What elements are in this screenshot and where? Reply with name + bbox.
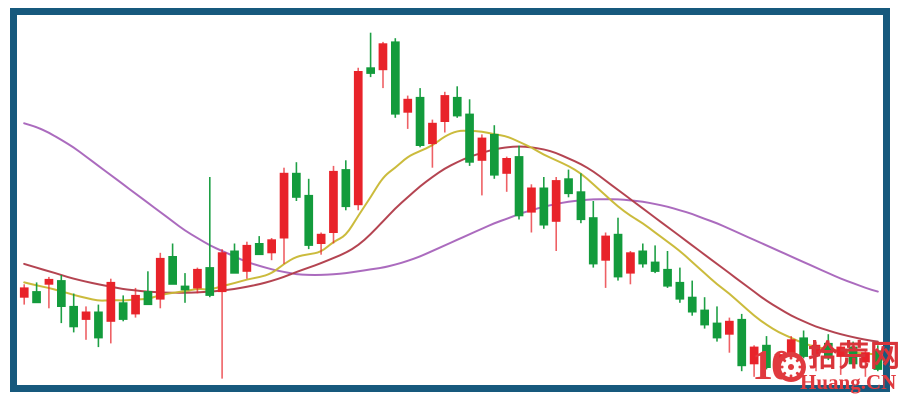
candle [193, 267, 202, 294]
candle [588, 201, 598, 268]
candle [415, 88, 425, 148]
candle [490, 125, 499, 179]
candle [737, 313, 747, 372]
candle [304, 178, 314, 250]
candle [774, 352, 784, 379]
candle [391, 38, 400, 118]
candle [180, 273, 190, 303]
candle [675, 267, 685, 303]
candle [94, 304, 103, 348]
candle [353, 67, 363, 211]
candle [762, 336, 771, 370]
candle [118, 295, 128, 322]
candle [205, 177, 215, 298]
candle [452, 86, 462, 118]
candle [539, 177, 549, 229]
candle [32, 282, 41, 304]
candle [44, 276, 54, 309]
candle [799, 330, 808, 359]
candle [230, 243, 239, 274]
candle [749, 345, 759, 377]
candle [366, 32, 375, 78]
candle [601, 232, 610, 288]
chart-border-frame [10, 8, 890, 392]
candle [57, 275, 66, 324]
candle [155, 252, 165, 309]
candle [279, 167, 289, 264]
candle [131, 287, 140, 318]
candle [477, 134, 487, 196]
candle [663, 251, 672, 288]
candle [168, 243, 178, 285]
candle [811, 341, 821, 372]
candle [836, 343, 846, 375]
candle [316, 232, 326, 255]
candle [861, 350, 870, 377]
candle [700, 297, 709, 329]
candle [873, 345, 883, 372]
candle [81, 306, 91, 340]
candle [786, 336, 796, 364]
candle-series [19, 32, 883, 379]
candle [638, 243, 648, 268]
candle [687, 280, 697, 316]
candle [341, 160, 351, 211]
candle [254, 236, 264, 256]
candle [626, 251, 635, 285]
candle [564, 169, 573, 198]
candle [576, 173, 586, 224]
candle [19, 284, 29, 305]
candle [725, 317, 734, 353]
candle [292, 162, 301, 201]
candle [378, 41, 388, 89]
candle [242, 241, 252, 279]
candle [143, 271, 153, 306]
candle [551, 177, 561, 251]
ma-long-line [23, 122, 879, 293]
candle [329, 165, 338, 244]
candle [824, 334, 833, 361]
candle [267, 238, 276, 261]
candle [106, 278, 116, 344]
candle [69, 293, 79, 333]
candle [514, 145, 524, 220]
candle [712, 306, 722, 342]
candle [848, 341, 858, 366]
candle [403, 95, 413, 129]
candle [650, 245, 660, 274]
candle [465, 99, 474, 166]
candle [527, 184, 536, 233]
candle [428, 119, 437, 168]
candle [217, 249, 227, 379]
candle [502, 156, 511, 192]
candle [440, 91, 450, 133]
candle [613, 217, 623, 281]
